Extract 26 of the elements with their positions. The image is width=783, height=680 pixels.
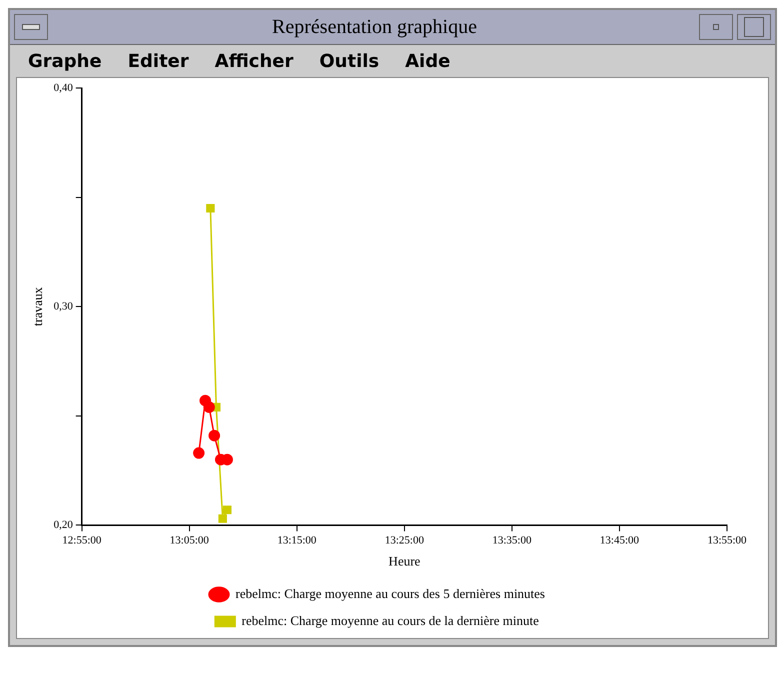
x-tick-label: 13:45:00: [600, 534, 640, 547]
x-tick-label: 13:35:00: [492, 534, 532, 547]
chart-title: Représentation graphique: [271, 16, 478, 38]
legend-label: rebelmc: Charge moyenne au cours des 5 dernières minutes: [236, 586, 546, 601]
point: [193, 447, 205, 459]
y-axis-title: travaux: [30, 286, 46, 326]
y-tick-label: 0,30: [54, 300, 74, 312]
point: [206, 204, 215, 213]
x-tick-label: 13:55:00: [707, 534, 748, 547]
x-tick-label: 13:25:00: [384, 534, 424, 547]
x-tick-label: 13:05:00: [170, 534, 210, 547]
point: [203, 401, 215, 413]
text: Afficher: [214, 50, 294, 72]
text: Editer: [128, 50, 189, 72]
point: [208, 430, 220, 442]
point: [222, 506, 232, 514]
text: Aide: [405, 50, 450, 72]
y-tick-label: 0,20: [54, 519, 74, 532]
x-tick-label: 13:15:00: [277, 534, 317, 547]
text: Graphe: [28, 50, 102, 72]
legend-label: rebelmc: Charge moyenne au cours de la dernière minute: [242, 612, 540, 628]
text: Outils: [319, 50, 380, 72]
point: [218, 514, 227, 523]
y-tick-label: 0,40: [54, 82, 74, 94]
x-tick-label: 12:55:00: [62, 534, 102, 547]
x-axis-title: Heure: [388, 554, 421, 569]
